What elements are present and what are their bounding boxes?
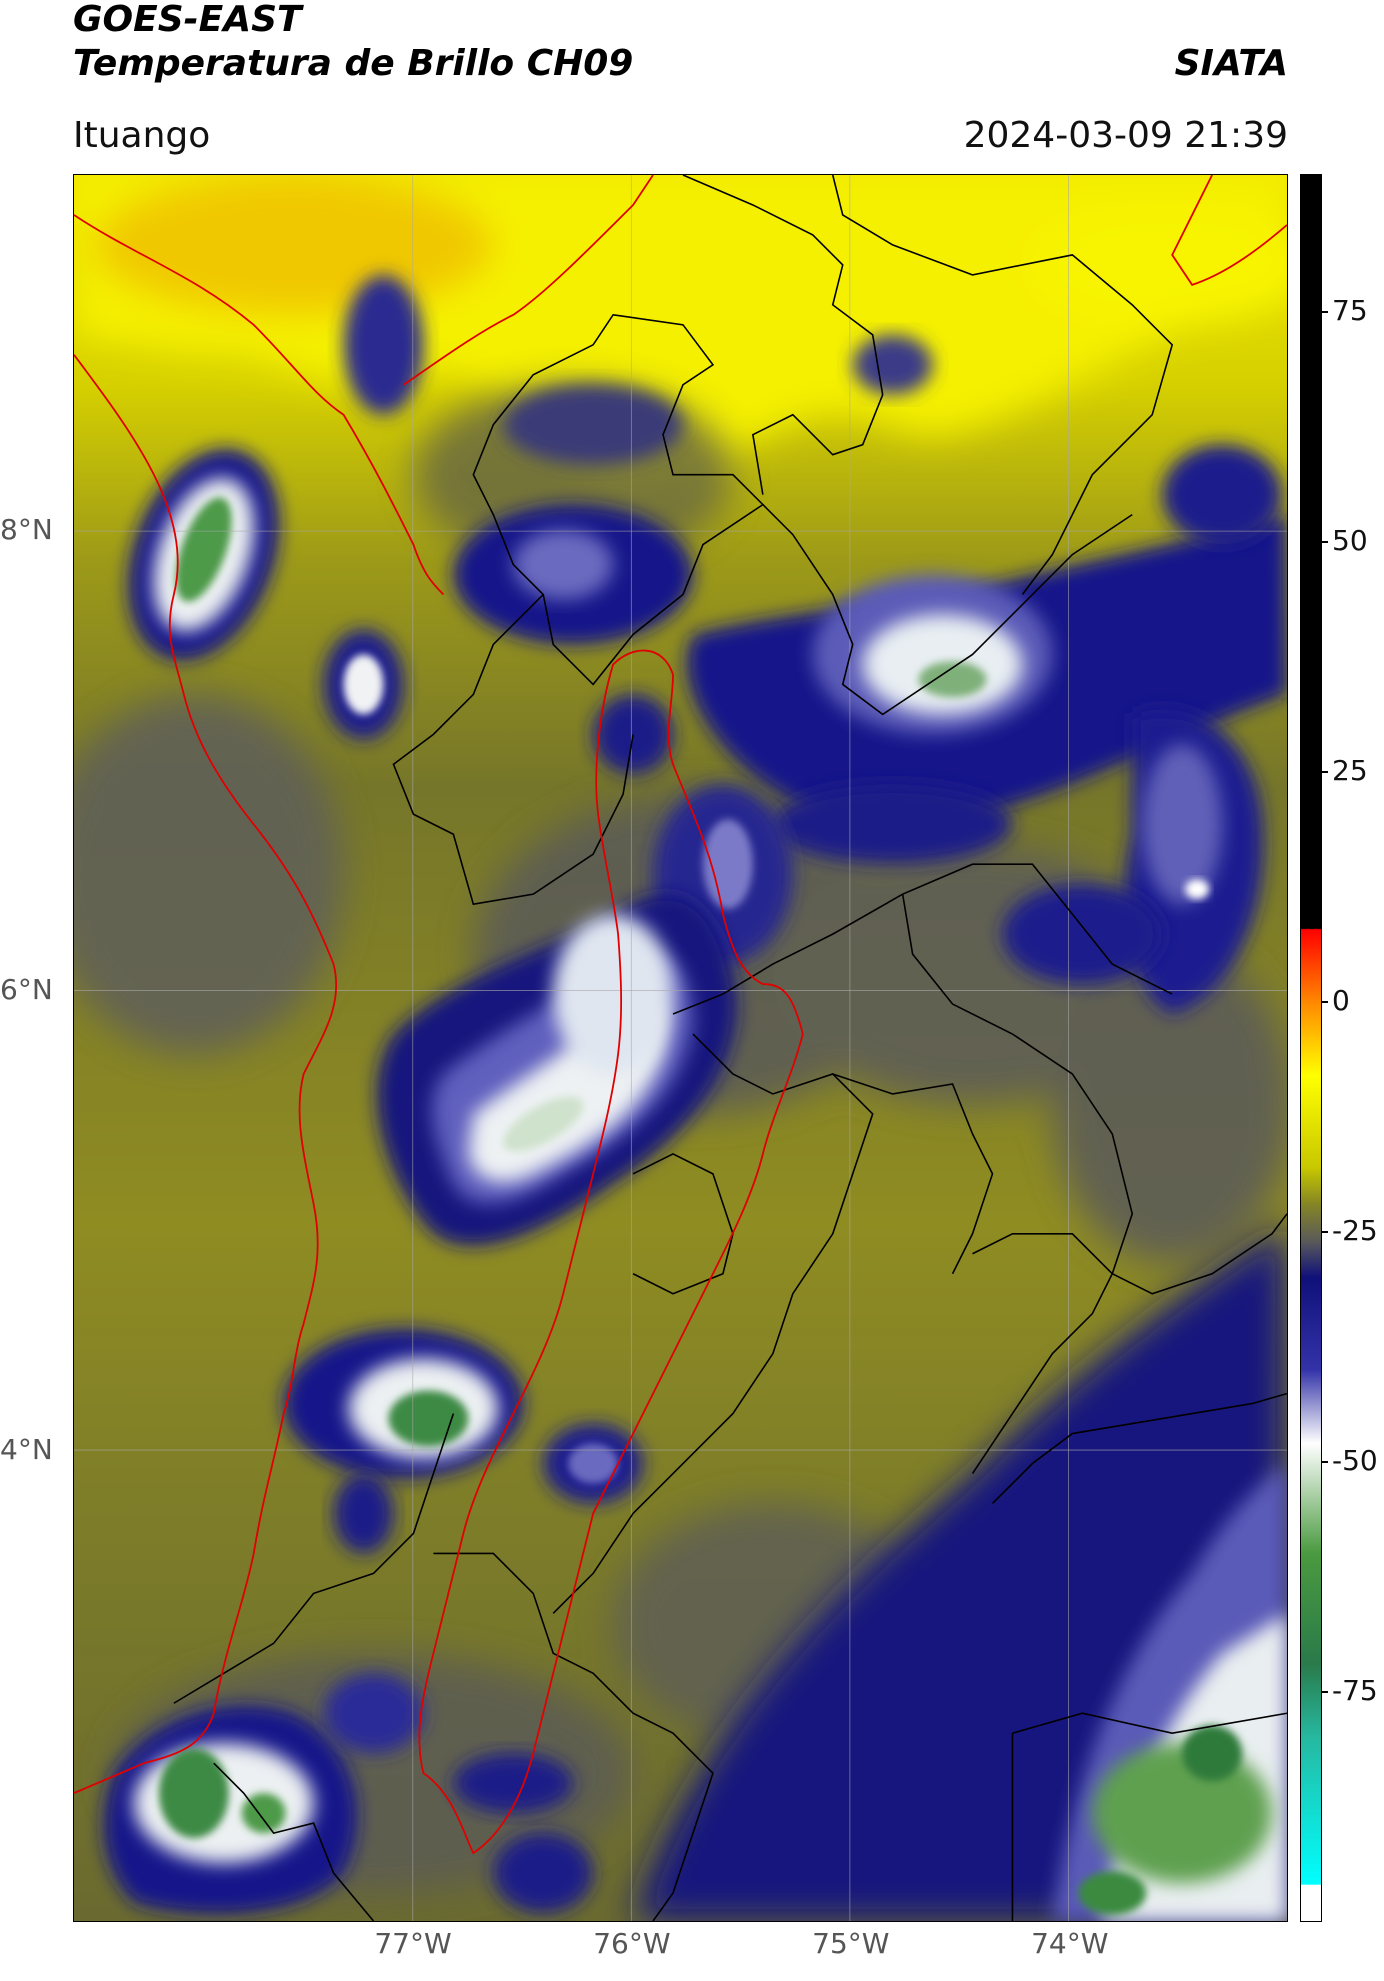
organization-label: SIATA (1174, 43, 1288, 84)
cold-cloud-north (343, 274, 933, 965)
colorbar-tick-mark (1322, 541, 1328, 543)
colorbar-tick-mark (1322, 311, 1328, 313)
satellite-map[interactable] (73, 174, 1288, 1922)
colorbar-tick-label: -25 (1332, 1214, 1378, 1247)
datetime-label: 2024-03-09 21:39 (963, 115, 1288, 156)
colorbar-tick-mark (1322, 1461, 1328, 1463)
colorbar-tick-label: 25 (1332, 754, 1368, 787)
coastline-and-region-outline (74, 175, 1287, 1855)
colorbar-tick-label: -75 (1332, 1674, 1378, 1707)
region-label: Ituango (73, 115, 211, 156)
title-line-1: GOES-EAST (73, 0, 302, 40)
cold-cloud-central (376, 894, 737, 1246)
colorbar-tick-mark (1322, 771, 1328, 773)
longitude-tick-label: 74°W (1031, 1927, 1109, 1960)
colorbar-tick-label: 50 (1332, 524, 1368, 557)
longitude-tick-label: 75°W (812, 1927, 890, 1960)
latitude-tick-label: 4°N (0, 1432, 53, 1466)
colorbar-tick-label: -50 (1332, 1444, 1378, 1477)
latitude-tick-label: 6°N (0, 972, 53, 1006)
cold-cloud-far-southwest (103, 1673, 594, 1915)
colorbar-tick-mark (1322, 1001, 1328, 1003)
colorbar-tick-label: 75 (1332, 294, 1368, 327)
department-boundaries (173, 175, 1287, 1921)
longitude-tick-label: 77°W (374, 1927, 452, 1960)
map-canvas (74, 175, 1287, 1921)
title-line-2: Temperatura de Brillo CH09 (73, 43, 634, 84)
latitude-tick-label: 8°N (0, 512, 53, 546)
graticule (74, 175, 1287, 1921)
colorbar-tick-mark (1322, 1691, 1328, 1693)
colorbar-tick-label: 0 (1332, 984, 1350, 1017)
cold-cloud-southwest (283, 1328, 644, 1554)
colorbar-tick-mark (1322, 1231, 1328, 1233)
cold-cloud-northeast (686, 444, 1287, 1015)
cold-cloud-southeast (633, 1223, 1287, 1921)
colorbar (1300, 174, 1322, 1922)
longitude-tick-label: 76°W (593, 1927, 671, 1960)
